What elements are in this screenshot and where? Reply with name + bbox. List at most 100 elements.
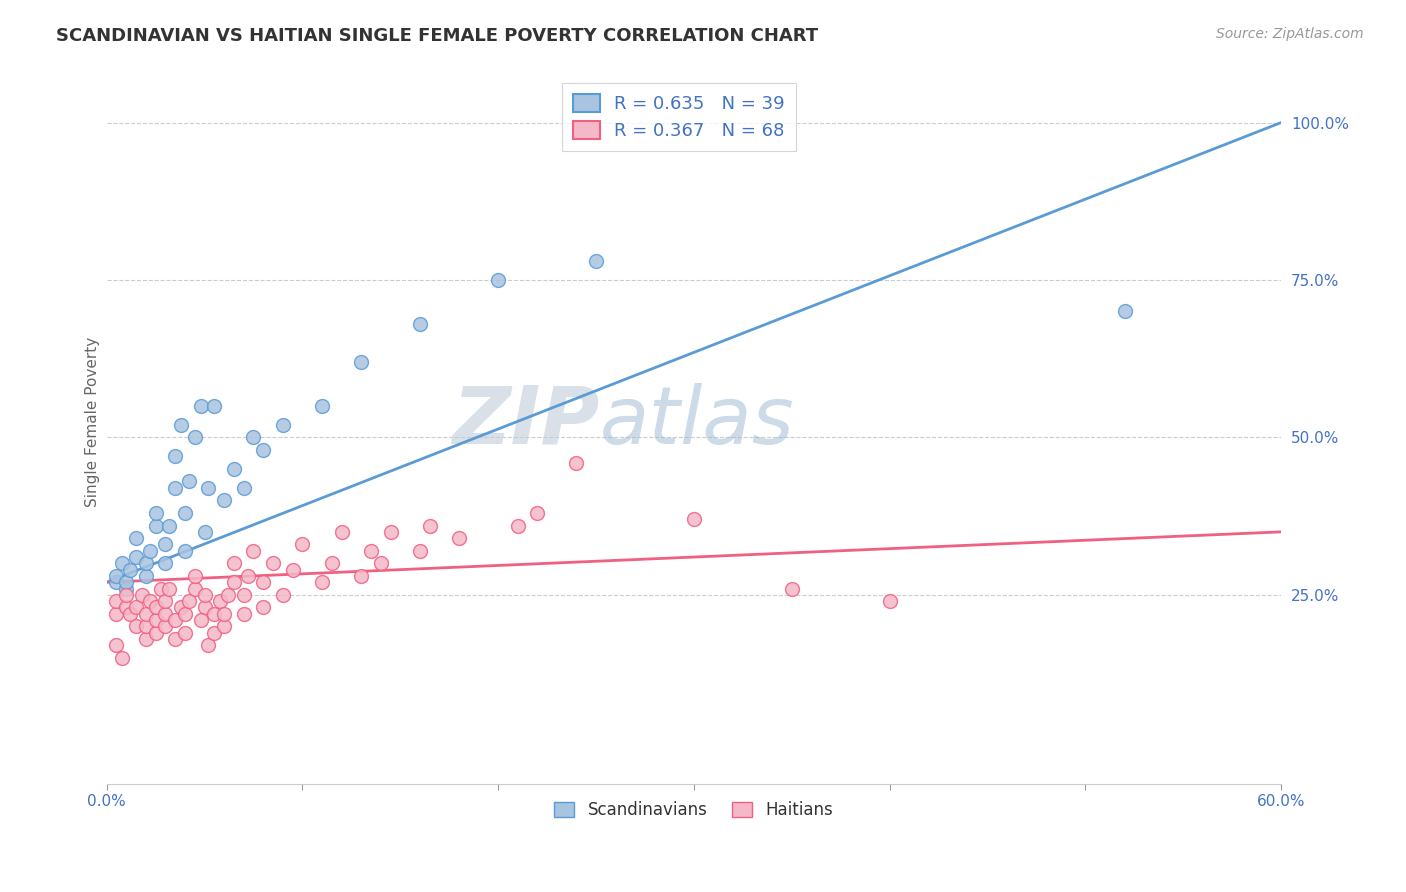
Point bbox=[177, 475, 200, 489]
Point bbox=[526, 506, 548, 520]
Point bbox=[232, 607, 254, 621]
Point bbox=[120, 563, 142, 577]
Point bbox=[271, 417, 294, 432]
Point bbox=[190, 399, 212, 413]
Point bbox=[291, 537, 314, 551]
Point bbox=[380, 524, 402, 539]
Point bbox=[879, 594, 901, 608]
Point bbox=[125, 531, 148, 545]
Point bbox=[115, 600, 138, 615]
Point bbox=[157, 582, 180, 596]
Text: SCANDINAVIAN VS HAITIAN SINGLE FEMALE POVERTY CORRELATION CHART: SCANDINAVIAN VS HAITIAN SINGLE FEMALE PO… bbox=[56, 27, 818, 45]
Point bbox=[120, 607, 142, 621]
Point bbox=[193, 524, 215, 539]
Point bbox=[1114, 304, 1136, 318]
Point bbox=[193, 588, 215, 602]
Point bbox=[780, 582, 803, 596]
Point bbox=[232, 481, 254, 495]
Point bbox=[165, 613, 187, 627]
Point bbox=[683, 512, 706, 526]
Point bbox=[165, 632, 187, 646]
Point bbox=[165, 450, 187, 464]
Point bbox=[125, 619, 148, 633]
Point bbox=[193, 600, 215, 615]
Point bbox=[135, 557, 157, 571]
Point bbox=[135, 569, 157, 583]
Point bbox=[262, 557, 284, 571]
Point bbox=[145, 506, 167, 520]
Point bbox=[105, 575, 128, 590]
Point bbox=[105, 638, 128, 652]
Point bbox=[350, 569, 373, 583]
Point bbox=[409, 543, 432, 558]
Point bbox=[115, 588, 138, 602]
Point bbox=[157, 518, 180, 533]
Point bbox=[212, 607, 235, 621]
Point bbox=[105, 594, 128, 608]
Point bbox=[190, 613, 212, 627]
Point bbox=[184, 430, 207, 444]
Point bbox=[145, 518, 167, 533]
Point bbox=[506, 518, 529, 533]
Point bbox=[242, 430, 264, 444]
Point bbox=[145, 613, 167, 627]
Point bbox=[145, 600, 167, 615]
Legend: Scandinavians, Haitians: Scandinavians, Haitians bbox=[547, 795, 841, 826]
Point bbox=[212, 493, 235, 508]
Point bbox=[165, 481, 187, 495]
Point bbox=[330, 524, 353, 539]
Point bbox=[222, 462, 245, 476]
Point bbox=[486, 273, 509, 287]
Point bbox=[222, 575, 245, 590]
Point bbox=[447, 531, 470, 545]
Point bbox=[370, 557, 392, 571]
Point bbox=[202, 607, 225, 621]
Point bbox=[105, 569, 128, 583]
Point bbox=[212, 619, 235, 633]
Point bbox=[145, 625, 167, 640]
Point bbox=[242, 543, 264, 558]
Point bbox=[155, 594, 177, 608]
Point bbox=[174, 543, 197, 558]
Point bbox=[177, 594, 200, 608]
Point bbox=[111, 650, 134, 665]
Point bbox=[125, 549, 148, 564]
Point bbox=[174, 506, 197, 520]
Point bbox=[139, 594, 162, 608]
Point bbox=[232, 588, 254, 602]
Point bbox=[321, 557, 343, 571]
Point bbox=[131, 588, 153, 602]
Point bbox=[311, 575, 333, 590]
Point bbox=[150, 582, 173, 596]
Point bbox=[155, 557, 177, 571]
Point bbox=[311, 399, 333, 413]
Point bbox=[174, 625, 197, 640]
Point bbox=[155, 607, 177, 621]
Point bbox=[184, 569, 207, 583]
Point bbox=[252, 600, 274, 615]
Text: ZIP: ZIP bbox=[453, 383, 600, 460]
Point bbox=[202, 399, 225, 413]
Point bbox=[125, 600, 148, 615]
Point bbox=[197, 638, 219, 652]
Point bbox=[155, 537, 177, 551]
Point bbox=[222, 557, 245, 571]
Point bbox=[174, 607, 197, 621]
Point bbox=[252, 575, 274, 590]
Point bbox=[209, 594, 232, 608]
Point bbox=[155, 619, 177, 633]
Point bbox=[184, 582, 207, 596]
Point bbox=[252, 442, 274, 457]
Point bbox=[170, 600, 193, 615]
Point bbox=[105, 607, 128, 621]
Point bbox=[281, 563, 304, 577]
Text: Source: ZipAtlas.com: Source: ZipAtlas.com bbox=[1216, 27, 1364, 41]
Point bbox=[170, 417, 193, 432]
Point bbox=[135, 607, 157, 621]
Point bbox=[115, 582, 138, 596]
Point bbox=[115, 575, 138, 590]
Point bbox=[236, 569, 259, 583]
Point bbox=[409, 317, 432, 331]
Point bbox=[202, 625, 225, 640]
Point bbox=[271, 588, 294, 602]
